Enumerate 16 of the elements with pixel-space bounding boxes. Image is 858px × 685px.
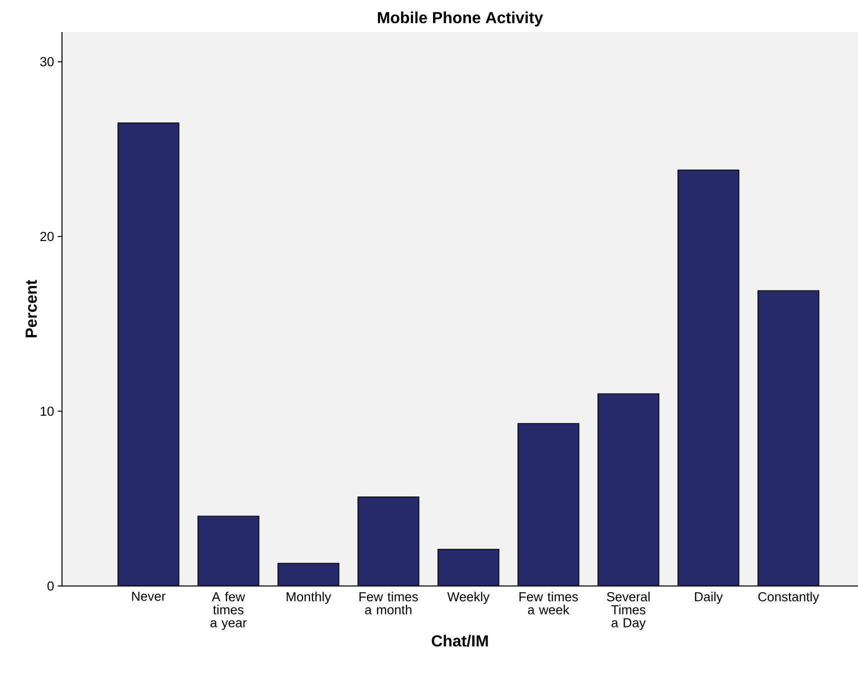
- x-axis-title: Chat/IM: [432, 634, 488, 647]
- chart-title: Mobile Phone Activity: [378, 12, 544, 26]
- y-tick-label: 20: [40, 232, 54, 242]
- y-tick-label: 0: [47, 581, 54, 591]
- y-tick-label: 30: [40, 57, 54, 66]
- x-tick-label: Several Times a Day: [606, 592, 650, 630]
- x-tick-label: Few times a week: [520, 592, 578, 614]
- y-tick-label: 10: [40, 406, 54, 416]
- x-tick-label: Few times a month: [360, 592, 418, 614]
- x-tick-label: Constantly: [758, 592, 820, 604]
- x-tick-label: Weekly: [447, 592, 490, 604]
- x-tick-label: A few times a year: [210, 592, 247, 630]
- y-axis-title: Percent: [26, 280, 37, 338]
- x-tick-label: Daily: [695, 592, 723, 604]
- x-tick-label: Never: [132, 592, 166, 601]
- x-tick-label: Monthly: [286, 592, 332, 604]
